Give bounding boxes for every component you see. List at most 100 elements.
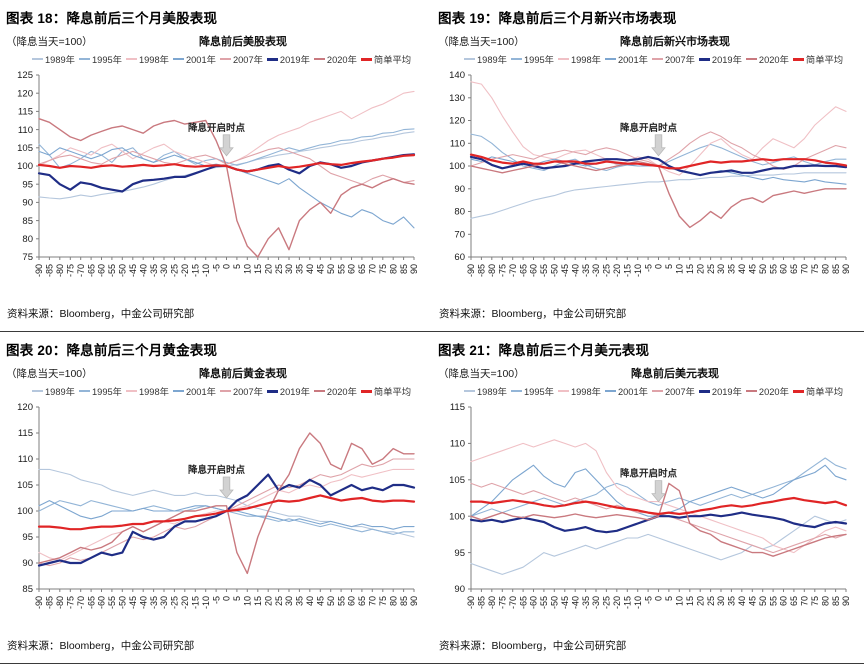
svg-text:130: 130 — [449, 93, 465, 104]
svg-text:-90: -90 — [34, 264, 44, 277]
svg-text:100: 100 — [17, 506, 33, 517]
svg-text:-80: -80 — [487, 596, 497, 609]
svg-text:-90: -90 — [466, 596, 476, 609]
chart-subtitle: 降息前后新兴市场表现 — [620, 36, 730, 48]
svg-text:-80: -80 — [55, 264, 65, 277]
chart-subtitle: 降息前后美元表现 — [631, 368, 719, 380]
svg-text:-50: -50 — [550, 596, 560, 609]
figure-21: 图表 21：降息前后三个月美元表现 （降息当天=100） 降息前后美元表现 19… — [432, 332, 864, 664]
legend-label: 2001年 — [185, 55, 216, 65]
svg-text:-20: -20 — [180, 596, 190, 609]
svg-text:5: 5 — [664, 596, 674, 601]
svg-text:25: 25 — [706, 596, 716, 606]
svg-text:95: 95 — [454, 548, 465, 559]
chart-legend: 1989年 1995年 1998年 2001年 2007年 2019年 2020年 简单平均 — [464, 381, 858, 399]
legend-label: 1995年 — [523, 55, 554, 65]
svg-text:-45: -45 — [128, 596, 138, 609]
legend-item: 1998年 — [557, 384, 601, 398]
svg-text:80: 80 — [820, 596, 830, 606]
svg-text:15: 15 — [685, 264, 695, 274]
svg-text:-75: -75 — [498, 264, 508, 277]
svg-text:-30: -30 — [591, 596, 601, 609]
svg-text:-25: -25 — [602, 264, 612, 277]
svg-text:85: 85 — [22, 216, 33, 227]
legend-label: 2019年 — [711, 387, 742, 397]
svg-text:-70: -70 — [76, 596, 86, 609]
svg-text:110: 110 — [450, 439, 465, 450]
axis-unit-note: （降息当天=100） — [438, 367, 525, 380]
source-note: 资料来源：Bloomberg，中金公司研究部 — [439, 640, 627, 652]
svg-text:35: 35 — [727, 264, 737, 274]
legend-item: 简单平均 — [360, 384, 412, 398]
svg-text:45: 45 — [748, 596, 758, 606]
svg-text:-15: -15 — [623, 596, 633, 609]
svg-text:90: 90 — [454, 184, 465, 195]
legend-line-swatch — [464, 390, 475, 392]
svg-text:55: 55 — [768, 596, 778, 606]
svg-text:50: 50 — [326, 264, 336, 274]
svg-text:-25: -25 — [170, 596, 180, 609]
svg-text:30: 30 — [716, 264, 726, 274]
svg-text:70: 70 — [368, 596, 378, 606]
svg-text:40: 40 — [737, 264, 747, 274]
svg-text:120: 120 — [17, 88, 33, 99]
svg-text:100: 100 — [17, 161, 33, 172]
legend-label: 简单平均 — [373, 55, 412, 65]
svg-text:0: 0 — [654, 596, 664, 601]
svg-text:25: 25 — [274, 264, 284, 274]
svg-text:-80: -80 — [487, 264, 497, 277]
source-note: 资料来源：Bloomberg，中金公司研究部 — [7, 308, 195, 320]
svg-text:-10: -10 — [201, 264, 211, 277]
legend-item: 1998年 — [557, 52, 601, 66]
legend-item: 1995年 — [78, 384, 122, 398]
legend-line-swatch — [557, 58, 569, 60]
svg-text:-70: -70 — [508, 264, 518, 277]
legend-item: 2007年 — [651, 52, 695, 66]
svg-text:-30: -30 — [591, 264, 601, 277]
legend-item: 2020年 — [313, 384, 357, 398]
svg-text:-60: -60 — [97, 596, 107, 609]
svg-text:65: 65 — [357, 264, 367, 274]
svg-text:80: 80 — [454, 207, 465, 218]
svg-text:55: 55 — [336, 264, 346, 274]
svg-text:5: 5 — [664, 264, 674, 269]
legend-label: 简单平均 — [373, 387, 412, 397]
svg-text:40: 40 — [737, 596, 747, 606]
svg-text:120: 120 — [449, 116, 465, 127]
svg-text:40: 40 — [305, 264, 315, 274]
legend-item: 简单平均 — [792, 52, 843, 66]
svg-text:125: 125 — [17, 70, 33, 81]
svg-text:120: 120 — [17, 402, 33, 413]
legend-label: 1989年 — [45, 55, 75, 65]
svg-text:10: 10 — [243, 264, 253, 274]
legend-line-swatch — [172, 58, 184, 60]
svg-text:-60: -60 — [529, 596, 539, 609]
svg-text:-5: -5 — [643, 264, 653, 272]
legend-label: 2001年 — [185, 387, 216, 397]
svg-text:90: 90 — [841, 264, 851, 274]
svg-text:-10: -10 — [633, 596, 643, 609]
chart-header: （降息当天=100） 降息前后新兴市场表现 — [438, 33, 858, 49]
source-note: 资料来源：Bloomberg，中金公司研究部 — [7, 640, 195, 652]
figure-19: 图表 19：降息前后三个月新兴市场表现 （降息当天=100） 降息前后新兴市场表… — [432, 0, 864, 332]
svg-text:-5: -5 — [211, 264, 221, 272]
legend-label: 2020年 — [758, 387, 789, 397]
svg-text:-20: -20 — [612, 596, 622, 609]
svg-text:100: 100 — [449, 161, 465, 172]
svg-text:-85: -85 — [45, 596, 55, 609]
svg-text:90: 90 — [409, 264, 419, 274]
svg-text:20: 20 — [263, 596, 273, 606]
svg-text:90: 90 — [22, 198, 33, 209]
svg-text:85: 85 — [399, 264, 409, 274]
legend-line-swatch — [651, 390, 663, 392]
svg-text:-85: -85 — [45, 264, 55, 277]
svg-text:-35: -35 — [149, 596, 159, 609]
svg-text:20: 20 — [695, 264, 705, 274]
svg-text:20: 20 — [263, 264, 273, 274]
svg-text:30: 30 — [284, 264, 294, 274]
legend-label: 1989年 — [477, 387, 507, 397]
svg-text:60: 60 — [779, 596, 789, 606]
legend-item: 1995年 — [510, 52, 554, 66]
legend-label: 1998年 — [138, 387, 169, 397]
legend-label: 2007年 — [664, 387, 695, 397]
